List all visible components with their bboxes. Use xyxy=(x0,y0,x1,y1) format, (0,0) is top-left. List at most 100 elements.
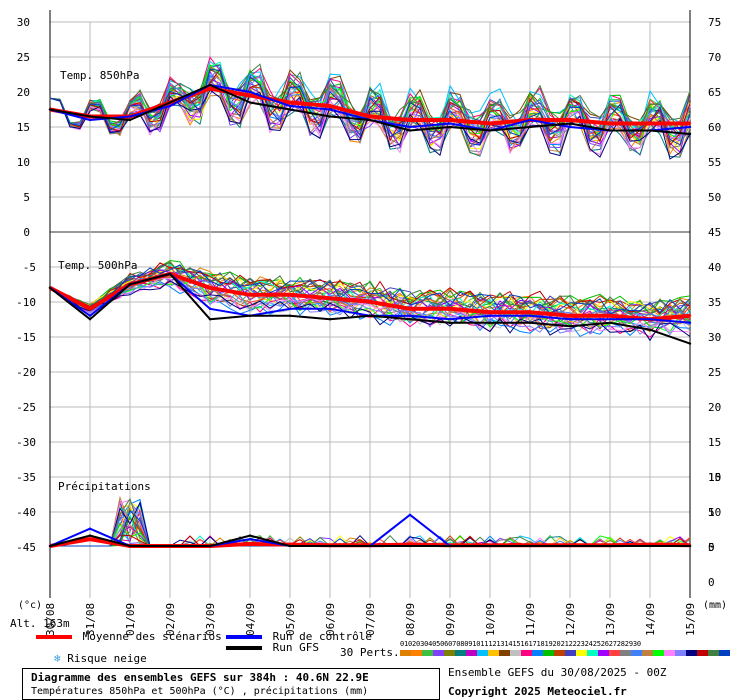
point-control xyxy=(88,118,92,122)
point-control xyxy=(128,115,132,118)
point-mean xyxy=(448,307,452,310)
y-tick-left: -25 xyxy=(16,401,36,414)
point-control xyxy=(568,125,572,129)
point-gfs xyxy=(648,544,652,548)
y-tick-left: 20 xyxy=(17,86,30,99)
point-mean xyxy=(368,115,372,118)
x-tick-date: 31/08 xyxy=(84,603,97,636)
pert-color-16 xyxy=(565,650,576,656)
footer-title: Diagramme des ensembles GEFS sur 384h : … xyxy=(31,671,369,684)
point-control xyxy=(248,90,252,94)
x-tick-date: 13/09 xyxy=(604,603,617,636)
point-control xyxy=(448,318,452,321)
point-control xyxy=(288,104,292,108)
panel-title-850: Temp. 850hPa xyxy=(60,69,139,82)
x-tick-date: 05/09 xyxy=(284,603,297,636)
control-swatch xyxy=(226,635,262,639)
x-tick-date: 08/09 xyxy=(404,603,417,636)
pert-color-26 xyxy=(675,650,686,656)
point-mean xyxy=(488,311,492,314)
pert-color-10 xyxy=(499,650,510,656)
point-mean xyxy=(608,314,612,317)
point-gfs xyxy=(608,129,612,132)
point-control xyxy=(408,314,412,317)
point-mean xyxy=(328,297,332,300)
x-tick-date: 11/09 xyxy=(524,603,537,636)
y-tick-left: 5 xyxy=(23,191,30,204)
point-mean xyxy=(288,101,292,104)
pert-color-06 xyxy=(455,650,466,656)
main-series xyxy=(48,83,692,548)
x-tick-date: 02/09 xyxy=(164,603,177,636)
point-control xyxy=(328,307,332,310)
point-mean xyxy=(248,542,252,546)
x-tick-date: 06/09 xyxy=(324,603,337,636)
y-tick-left: 15 xyxy=(17,121,30,134)
point-control xyxy=(688,321,692,324)
footer-subtitle: Températures 850hPa et 500hPa (°C) , pré… xyxy=(31,686,369,697)
y-tick-right: 10 xyxy=(708,471,721,484)
point-gfs xyxy=(688,544,692,548)
point-mean xyxy=(648,122,652,125)
y-tick-right: 5 xyxy=(708,506,715,519)
pert-line-850 xyxy=(49,68,691,146)
y-tick-left: 25 xyxy=(17,51,30,64)
pert-line-850 xyxy=(49,64,691,133)
footer-box: Diagramme des ensembles GEFS sur 384h : … xyxy=(22,668,440,700)
point-gfs xyxy=(488,544,492,548)
point-gfs xyxy=(448,321,452,324)
point-mean xyxy=(408,307,412,310)
legend-gfs-label: Run GFS xyxy=(272,641,319,654)
pert-color-27 xyxy=(686,650,697,656)
point-gfs xyxy=(328,115,332,118)
point-gfs xyxy=(48,286,52,290)
y-tick-left: -45 xyxy=(16,541,36,554)
point-control xyxy=(168,104,172,108)
point-gfs xyxy=(408,318,412,321)
snowflake-icon: ❄ xyxy=(54,652,61,665)
x-tick-date: 30/08 xyxy=(44,603,57,636)
point-gfs xyxy=(248,534,252,537)
point-gfs xyxy=(88,115,92,118)
point-gfs xyxy=(288,314,292,317)
pert-color-03 xyxy=(422,650,433,656)
point-gfs xyxy=(288,544,292,548)
pert-line-850 xyxy=(49,68,691,146)
point-control xyxy=(528,118,532,122)
x-tick-date: 07/09 xyxy=(364,603,377,636)
point-gfs xyxy=(88,534,92,537)
pert-color-30 xyxy=(719,650,730,656)
point-control xyxy=(88,314,92,317)
y-tick-left: -10 xyxy=(16,296,36,309)
point-mean xyxy=(568,314,572,317)
point-mean xyxy=(488,122,492,125)
point-gfs xyxy=(448,125,452,129)
x-tick-date: 10/09 xyxy=(484,603,497,636)
point-mean xyxy=(88,537,92,541)
gfs-swatch xyxy=(226,646,262,650)
point-mean xyxy=(688,122,692,125)
legend-control: Run de contrôle xyxy=(226,630,372,643)
point-mean xyxy=(248,293,252,296)
point-gfs xyxy=(128,283,132,286)
x-tick-date: 15/09 xyxy=(684,603,697,636)
point-gfs xyxy=(608,321,612,324)
y-tick-right: 40 xyxy=(708,261,721,274)
legend-snow-label: Risque neige xyxy=(67,652,147,665)
point-control xyxy=(88,527,92,530)
y-tick-right: 0 xyxy=(708,576,715,589)
point-mean xyxy=(328,104,332,108)
point-gfs xyxy=(328,544,332,548)
point-control xyxy=(288,307,292,310)
pert-color-14 xyxy=(543,650,554,656)
point-gfs xyxy=(368,118,372,122)
point-gfs xyxy=(88,318,92,321)
point-gfs xyxy=(128,118,132,122)
y-tick-right: 50 xyxy=(708,191,721,204)
y-tick-right: 35 xyxy=(708,296,721,309)
y-tick-right: 30 xyxy=(708,331,721,344)
x-tick-date: 09/09 xyxy=(444,603,457,636)
copyright-label: Copyright 2025 Meteociel.fr xyxy=(448,685,627,698)
y-tick-right: 65 xyxy=(708,86,721,99)
